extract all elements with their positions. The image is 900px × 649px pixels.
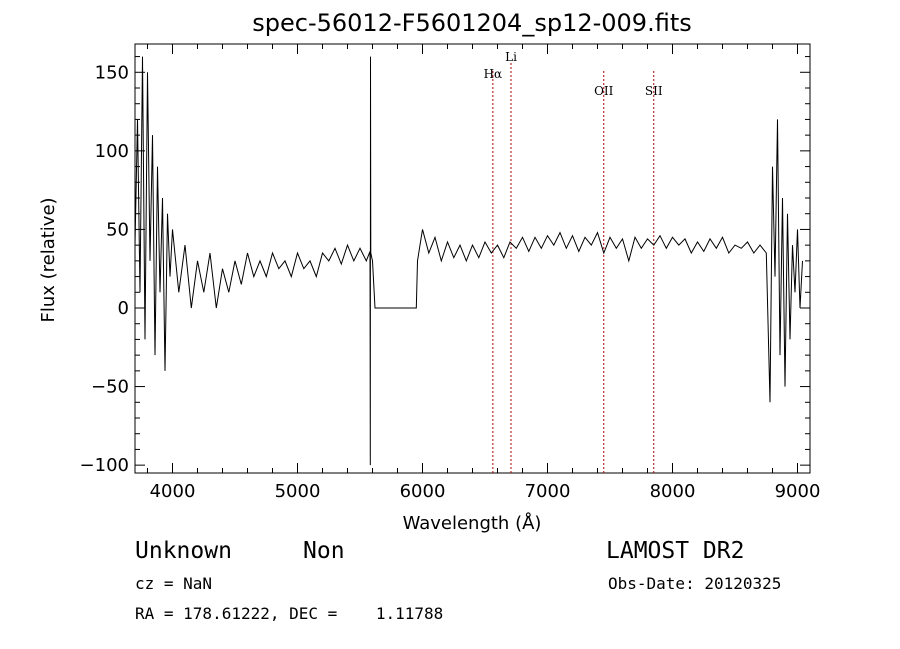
- x-tick-label: 5000: [275, 481, 321, 502]
- x-tick-label: 9000: [775, 481, 821, 502]
- line-marker-label: SII: [645, 84, 663, 98]
- x-tick-label: 8000: [650, 481, 696, 502]
- redshift-value: cz = NaN: [135, 574, 213, 593]
- plot-area: 4000 5000 6000 7000 8000 9000 −100 −50 0 50 100 150…: [80, 43, 821, 502]
- spectrum-line: [135, 56, 803, 466]
- y-tick-label: −50: [91, 377, 129, 398]
- y-axis-label: Flux (relative): [38, 197, 59, 322]
- x-axis-label: Wavelength (Å): [403, 512, 542, 534]
- line-marker-label: OII: [594, 84, 614, 98]
- object-subclass: Non: [303, 538, 345, 564]
- y-tick-label: −100: [80, 455, 129, 476]
- object-class: Unknown: [135, 538, 232, 564]
- x-tick-label: 6000: [400, 481, 446, 502]
- line-marker-label: Hα: [484, 67, 503, 81]
- y-tick-label: 0: [118, 298, 129, 319]
- survey-name: LAMOST DR2: [606, 538, 745, 564]
- coordinates: RA = 178.61222, DEC = 1.11788: [135, 604, 444, 623]
- line-marker-label: Li: [505, 50, 517, 64]
- observation-date: Obs-Date: 20120325: [608, 574, 782, 593]
- y-tick-label: 100: [95, 141, 129, 162]
- x-tick-label: 4000: [150, 481, 196, 502]
- x-tick-label: 7000: [525, 481, 571, 502]
- y-tick-label: 50: [106, 219, 129, 240]
- chart-title: spec-56012-F5601204_sp12-009.fits: [252, 9, 691, 37]
- y-tick-label: 150: [95, 62, 129, 83]
- plot-frame: [134, 43, 811, 474]
